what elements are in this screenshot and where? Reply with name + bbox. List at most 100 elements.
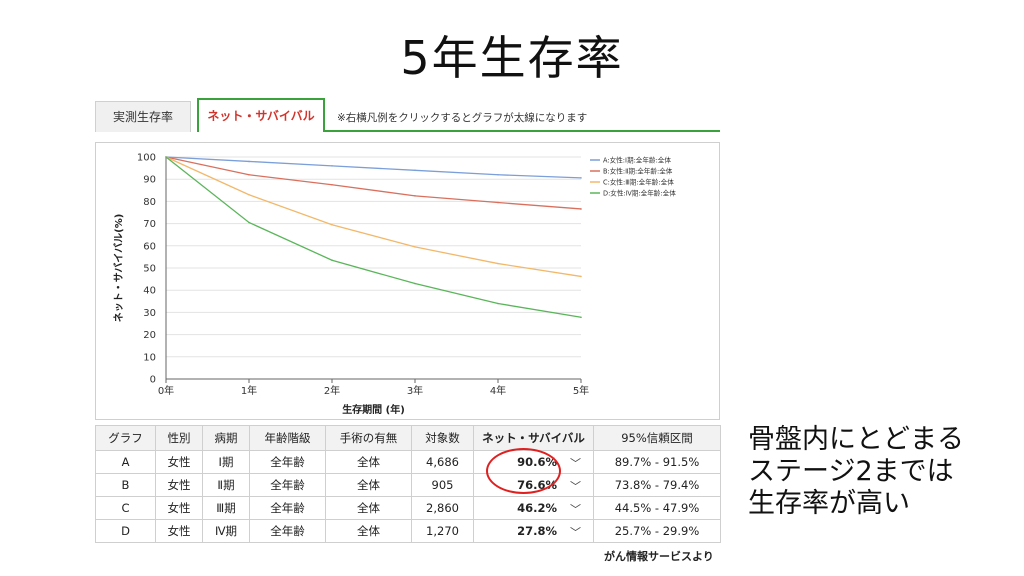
legend-entry[interactable]: D:女性:Ⅳ期:全年齢:全体 bbox=[603, 189, 676, 198]
x-tick-label: 2年 bbox=[324, 384, 340, 397]
cell-stage: Ⅰ期 bbox=[202, 450, 250, 474]
cell-graph: A bbox=[95, 450, 156, 474]
y-tick-label: 90 bbox=[143, 175, 156, 186]
col-ci: 95%信頼区間 bbox=[593, 425, 721, 451]
cell-graph: C bbox=[95, 496, 156, 520]
x-axis-title: 生存期間 (年) bbox=[342, 403, 405, 416]
data-point bbox=[248, 173, 250, 176]
col-graph: グラフ bbox=[95, 425, 156, 451]
tab-net-survival[interactable]: ネット・サバイバル bbox=[197, 98, 325, 132]
slide-title: 5年生存率 bbox=[400, 31, 624, 85]
tab-bar: 実測生存率 ネット・サバイバル ※右横凡例をクリックするとグラフが太線になります bbox=[95, 98, 720, 132]
survival-table: グラフ 性別 病期 年齢階級 手術の有無 対象数 ネット・サバイバル 95%信頼… bbox=[95, 425, 721, 543]
cell-net-survival: 76.6% ﹀ bbox=[473, 473, 594, 497]
series-line-d bbox=[165, 156, 582, 318]
table-header-row: グラフ 性別 病期 年齢階級 手術の有無 対象数 ネット・サバイバル 95%信頼… bbox=[95, 425, 721, 451]
data-point bbox=[248, 160, 250, 163]
cell-surgery: 全体 bbox=[325, 496, 412, 520]
side-note: 骨盤内にとどまる ステージ2までは 生存率が高い bbox=[748, 424, 964, 520]
table-row: D 女性 Ⅳ期 全年齢 全体 1,270 27.8% ﹀ 25.7% - 29.9… bbox=[95, 519, 721, 543]
x-tick-label: 1年 bbox=[241, 384, 257, 397]
cell-stage: Ⅳ期 bbox=[202, 519, 250, 543]
cell-surgery: 全体 bbox=[325, 519, 412, 543]
y-tick-label: 20 bbox=[143, 330, 156, 341]
legend-entry[interactable]: C:女性:Ⅲ期:全年齢:全体 bbox=[603, 178, 674, 187]
data-point bbox=[497, 173, 499, 176]
series-line-c bbox=[165, 156, 582, 278]
cell-sex: 女性 bbox=[155, 496, 203, 520]
cell-graph: B bbox=[95, 473, 156, 497]
cell-sex: 女性 bbox=[155, 519, 203, 543]
y-tick-label: 0 bbox=[150, 375, 156, 386]
series-line-a bbox=[165, 156, 582, 179]
cell-sex: 女性 bbox=[155, 473, 203, 497]
data-point bbox=[497, 302, 499, 305]
data-point bbox=[331, 165, 333, 167]
data-point bbox=[414, 195, 416, 197]
data-point bbox=[414, 246, 416, 248]
col-stage: 病期 bbox=[202, 425, 250, 451]
col-surgery: 手術の有無 bbox=[325, 425, 412, 451]
cell-ci: 73.8% - 79.4% bbox=[593, 473, 721, 497]
y-tick-label: 60 bbox=[143, 241, 156, 252]
data-point bbox=[414, 282, 416, 285]
data-point bbox=[165, 156, 167, 158]
legend-entry[interactable]: A:女性:Ⅰ期:全年齢:全体 bbox=[603, 156, 671, 165]
chevron-down-icon[interactable]: ﹀ bbox=[570, 480, 581, 493]
data-point bbox=[248, 221, 250, 224]
legend-entry[interactable]: B:女性:Ⅱ期:全年齢:全体 bbox=[603, 167, 673, 176]
cell-net-survival: 46.2% ﹀ bbox=[473, 496, 594, 520]
tab-note: ※右横凡例をクリックするとグラフが太線になります bbox=[337, 112, 588, 124]
cell-age: 全年齢 bbox=[249, 473, 326, 497]
data-point bbox=[580, 177, 582, 179]
cell-age: 全年齢 bbox=[249, 450, 326, 474]
y-tick-label: 40 bbox=[143, 286, 156, 297]
survival-chart: 0 10 20 30 40 50 60 70 80 90 100 0年 1年 2年 3年 4年 5年 生存期間 (… bbox=[95, 142, 720, 420]
y-tick-label: 10 bbox=[143, 352, 156, 363]
cell-ci: 25.7% - 29.9% bbox=[593, 519, 721, 543]
tab-measured-survival[interactable]: 実測生存率 bbox=[95, 101, 191, 132]
cell-count: 4,686 bbox=[411, 450, 474, 474]
net-value: 46.2% bbox=[517, 501, 557, 515]
cell-count: 1,270 bbox=[411, 519, 474, 543]
cell-net-survival: 90.6% ﹀ bbox=[473, 450, 594, 474]
data-point bbox=[331, 223, 333, 226]
x-tick-label: 3年 bbox=[407, 384, 423, 397]
y-tick-label: 70 bbox=[143, 219, 156, 230]
cell-count: 2,860 bbox=[411, 496, 474, 520]
source-credit: がん情報サービスより bbox=[604, 550, 714, 563]
side-note-line: ステージ2までは bbox=[748, 456, 954, 487]
net-value: 90.6% bbox=[517, 455, 557, 469]
series-line-b bbox=[165, 156, 582, 210]
chevron-down-icon[interactable]: ﹀ bbox=[570, 503, 581, 516]
y-axis-title: ネット・サバイバル(%) bbox=[113, 214, 125, 323]
data-point bbox=[331, 259, 333, 262]
cell-age: 全年齢 bbox=[249, 519, 326, 543]
side-note-line: 骨盤内にとどまる bbox=[748, 424, 964, 455]
net-value: 76.6% bbox=[517, 478, 557, 492]
x-tick-label: 0年 bbox=[158, 384, 174, 397]
cell-sex: 女性 bbox=[155, 450, 203, 474]
table-row: A 女性 Ⅰ期 全年齢 全体 4,686 90.6% ﹀ 89.7% - 91.5… bbox=[95, 450, 721, 474]
data-point bbox=[497, 262, 499, 265]
y-tick-label: 80 bbox=[143, 197, 156, 208]
cell-graph: D bbox=[95, 519, 156, 543]
y-tick-label: 30 bbox=[143, 308, 156, 319]
y-tick-label: 100 bbox=[137, 153, 156, 164]
cell-surgery: 全体 bbox=[325, 473, 412, 497]
net-value: 27.8% bbox=[517, 524, 557, 538]
data-point bbox=[497, 201, 499, 204]
cell-ci: 89.7% - 91.5% bbox=[593, 450, 721, 474]
cell-age: 全年齢 bbox=[249, 496, 326, 520]
y-tick-label: 50 bbox=[143, 264, 156, 275]
chevron-down-icon[interactable]: ﹀ bbox=[570, 457, 581, 470]
data-point bbox=[414, 169, 416, 172]
cell-ci: 44.5% - 47.9% bbox=[593, 496, 721, 520]
x-tick-label: 5年 bbox=[573, 384, 589, 397]
cell-count: 905 bbox=[411, 473, 474, 497]
data-point bbox=[248, 193, 250, 196]
col-net-survival: ネット・サバイバル bbox=[473, 425, 594, 451]
chevron-down-icon[interactable]: ﹀ bbox=[570, 526, 581, 539]
col-age: 年齢階級 bbox=[249, 425, 326, 451]
